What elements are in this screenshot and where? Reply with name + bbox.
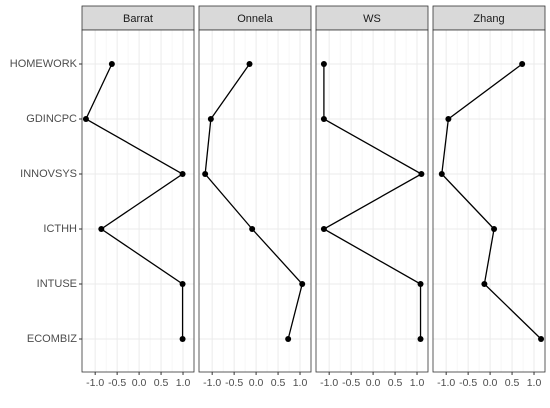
x-tick-label: 0.5 [505,377,520,389]
x-tick-label: 1.0 [293,377,308,389]
strip [315,5,429,31]
x-tick-label: 1.0 [410,377,425,389]
point [320,226,327,232]
x-tick-label: -1.0 [86,377,104,389]
x-tick-label: 1.0 [527,377,542,389]
panel [316,30,428,372]
panel-border [432,29,546,373]
x-tick-label: -0.5 [225,377,243,389]
point [418,171,425,177]
x-tick-label: 0.0 [366,377,381,389]
panel [433,30,545,372]
x-tick-label: -1.0 [320,377,338,389]
point [202,171,209,177]
point [438,171,445,177]
y-tick-label: ICTHH [43,223,77,235]
point [538,336,545,342]
strip-label: Onnela [237,13,273,25]
line [322,64,423,339]
x-tick-label: -1.0 [437,377,455,389]
x-tick-label: 0.5 [388,377,403,389]
point [481,281,488,287]
strip-label: WS [363,13,381,25]
x-tick-label: -0.5 [459,377,477,389]
point [491,226,498,232]
point [179,171,186,177]
point [82,116,89,122]
point [445,116,452,122]
x-tick-label: -1.0 [203,377,221,389]
strip [432,5,546,31]
x-tick-label: 0.5 [271,377,286,389]
point [320,61,327,67]
y-tick-label: HOMEWORK [10,58,78,70]
point [320,116,327,122]
panel-border [315,29,429,373]
panel [82,30,194,372]
line [85,63,184,339]
panel [199,30,311,372]
x-tick-label: -0.5 [108,377,126,389]
point [519,61,526,67]
panel-border [198,29,312,373]
y-tick-label: ECOMBIZ [27,333,77,345]
x-tick-label: 0.0 [132,377,147,389]
point [108,61,115,67]
point [285,336,292,342]
line [204,63,303,340]
line [441,63,542,340]
y-tick-label: GDINCPC [26,113,77,125]
strip [198,5,312,31]
strip-label: Zhang [473,13,504,25]
y-tick-label: INNOVSYS [20,168,77,180]
x-tick-label: 1.0 [176,377,191,389]
point [246,61,253,67]
point [207,116,214,122]
point [98,226,105,232]
point [249,226,256,232]
point [417,281,424,287]
strip-label: Barrat [123,13,153,25]
x-tick-label: -0.5 [342,377,360,389]
y-tick-label: INTUSE [37,278,77,290]
x-tick-label: 0.5 [154,377,169,389]
x-tick-label: 0.0 [249,377,264,389]
point [417,336,424,342]
point [179,281,186,287]
x-tick-label: 0.0 [483,377,498,389]
point [299,281,306,287]
point [179,336,186,342]
panel-border [81,29,195,373]
